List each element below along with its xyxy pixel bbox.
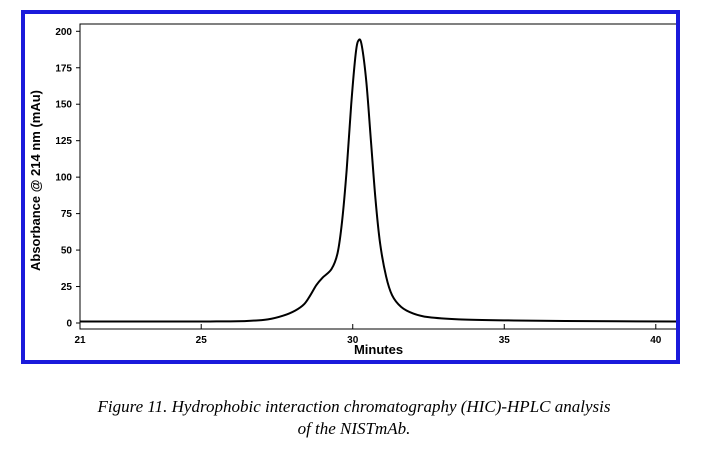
y-tick-label: 100	[55, 173, 72, 184]
y-axis: 0 25 50 75 100 125 150 175 200	[55, 27, 80, 330]
y-tick-label: 150	[55, 100, 72, 111]
y-tick-label: 0	[66, 319, 72, 330]
y-tick-label: 200	[55, 27, 72, 38]
plot-area	[79, 23, 676, 330]
x-axis-title: Minutes	[354, 342, 403, 357]
x-tick-label: 30	[347, 335, 359, 346]
y-tick-label: 25	[61, 282, 73, 293]
y-tick-label: 50	[61, 246, 73, 257]
x-axis: 21 25 30 35 40	[74, 324, 662, 346]
y-axis-title: Absorbance @ 214 nm (mAu)	[28, 90, 43, 271]
y-tick-label: 175	[55, 63, 72, 74]
figure-caption: Figure 11. Hydrophobic interaction chrom…	[0, 396, 708, 440]
x-tick-label: 40	[650, 335, 662, 346]
x-tick-label: 21	[74, 335, 86, 346]
chromatogram-chart: 0 25 50 75 100 125 150 175 200 21 25 30 35 40 Minute…	[28, 23, 676, 357]
caption-line-1: Figure 11. Hydrophobic interaction chrom…	[97, 397, 611, 416]
x-tick-label: 25	[196, 335, 208, 346]
chromatogram-trace	[79, 38, 676, 323]
chart-frame: 0 25 50 75 100 125 150 175 200 21 25 30 35 40 Minute…	[21, 10, 680, 364]
y-tick-label: 125	[55, 136, 72, 147]
x-tick-label: 35	[499, 335, 511, 346]
caption-line-2: of the NISTmAb.	[297, 419, 411, 438]
y-tick-label: 75	[61, 209, 73, 220]
